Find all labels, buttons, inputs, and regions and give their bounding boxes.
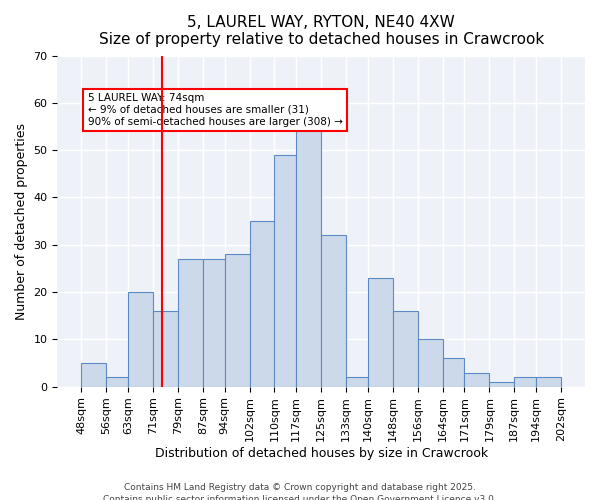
Bar bbox=[106, 378, 128, 386]
Y-axis label: Number of detached properties: Number of detached properties bbox=[15, 122, 28, 320]
Bar bbox=[274, 155, 296, 386]
Bar bbox=[82, 363, 106, 386]
Bar bbox=[250, 221, 274, 386]
Text: Contains HM Land Registry data © Crown copyright and database right 2025.: Contains HM Land Registry data © Crown c… bbox=[124, 483, 476, 492]
Text: 5 LAUREL WAY: 74sqm
← 9% of detached houses are smaller (31)
90% of semi-detache: 5 LAUREL WAY: 74sqm ← 9% of detached hou… bbox=[88, 94, 343, 126]
Text: Contains public sector information licensed under the Open Government Licence v3: Contains public sector information licen… bbox=[103, 496, 497, 500]
Bar bbox=[128, 292, 153, 386]
Title: 5, LAUREL WAY, RYTON, NE40 4XW
Size of property relative to detached houses in C: 5, LAUREL WAY, RYTON, NE40 4XW Size of p… bbox=[98, 15, 544, 48]
Bar bbox=[393, 311, 418, 386]
Bar bbox=[368, 278, 393, 386]
Bar bbox=[153, 311, 178, 386]
Bar bbox=[464, 372, 490, 386]
Bar bbox=[536, 378, 561, 386]
Bar bbox=[514, 378, 536, 386]
Bar bbox=[418, 340, 443, 386]
Bar bbox=[321, 236, 346, 386]
Bar bbox=[346, 378, 368, 386]
Bar bbox=[178, 259, 203, 386]
Bar bbox=[203, 259, 224, 386]
Bar bbox=[443, 358, 464, 386]
Bar bbox=[490, 382, 514, 386]
X-axis label: Distribution of detached houses by size in Crawcrook: Distribution of detached houses by size … bbox=[155, 447, 488, 460]
Bar bbox=[224, 254, 250, 386]
Bar bbox=[296, 117, 321, 386]
